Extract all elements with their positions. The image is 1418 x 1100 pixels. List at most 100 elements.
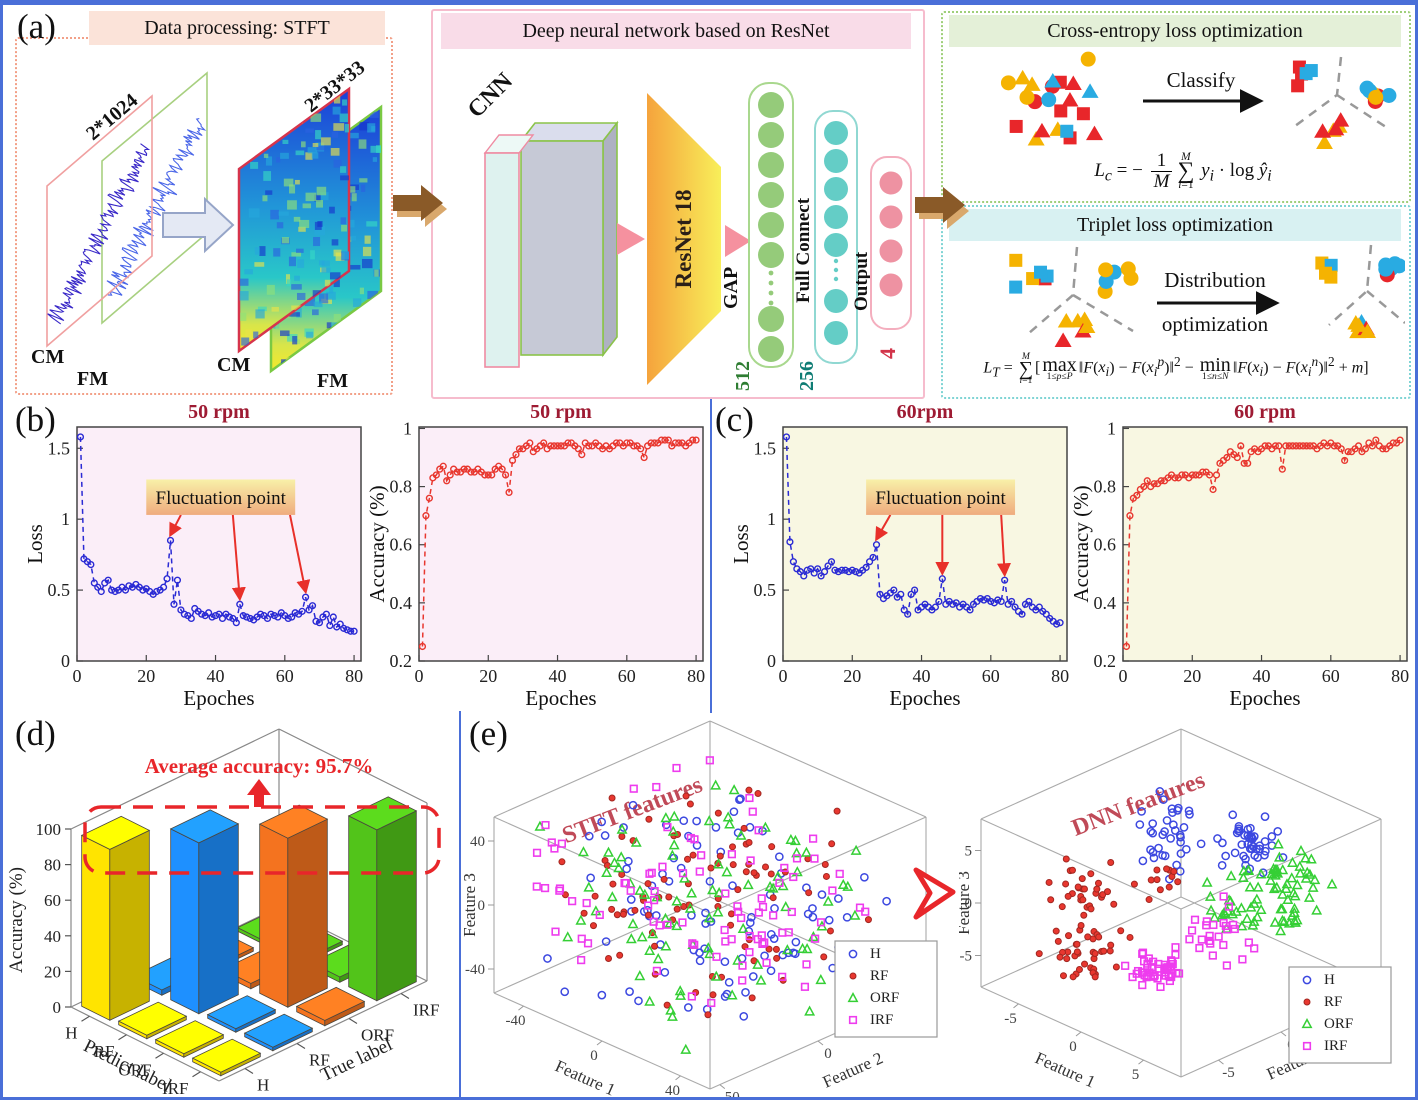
divider-row2 [3, 3, 1415, 5]
svg-text:0: 0 [415, 666, 424, 686]
svg-text:50 rpm: 50 rpm [530, 401, 592, 423]
triplet-diagram: Distribution optimization [943, 243, 1407, 349]
panel-label-e: (e) [469, 714, 508, 753]
svg-text:5: 5 [965, 844, 973, 860]
svg-text:20: 20 [479, 666, 497, 686]
svg-text:0: 0 [1119, 666, 1128, 686]
svg-text:1: 1 [403, 418, 412, 438]
svg-text:ORF: ORF [870, 990, 899, 1006]
svg-text:Epoches: Epoches [525, 686, 596, 710]
svg-text:0.6: 0.6 [1094, 535, 1117, 555]
svg-text:2*1024: 2*1024 [82, 89, 142, 144]
svg-text:H: H [257, 1076, 269, 1095]
svg-text:0.8: 0.8 [1094, 477, 1117, 497]
cross-entropy-header: Cross-entropy loss optimization [949, 15, 1401, 47]
loss-chart-50rpm: 0 20 40 60 80 0 0.5 1 1.5 50 rpm Epoches Loss Fluctu… [23, 401, 367, 716]
svg-text:FM: FM [77, 368, 108, 389]
svg-text:4: 4 [875, 348, 900, 359]
svg-text:0: 0 [53, 998, 62, 1017]
svg-text:Epoches: Epoches [889, 686, 960, 710]
svg-text:1.5: 1.5 [48, 438, 71, 458]
svg-text:Full Connect: Full Connect [793, 197, 814, 303]
svg-text:60: 60 [618, 666, 636, 686]
svg-text:Accuracy (%): Accuracy (%) [7, 867, 27, 973]
svg-text:-40: -40 [465, 962, 485, 978]
svg-text:Fluctuation point: Fluctuation point [156, 488, 287, 509]
svg-text:0: 0 [767, 651, 776, 671]
svg-text:80: 80 [44, 856, 61, 875]
svg-text:0: 0 [61, 651, 70, 671]
svg-text:1: 1 [767, 509, 776, 529]
svg-text:Output: Output [851, 251, 872, 311]
svg-text:-5: -5 [1222, 1065, 1235, 1081]
svg-text:512: 512 [732, 361, 754, 391]
svg-text:FM: FM [317, 370, 348, 389]
svg-text:ORF: ORF [118, 1060, 151, 1079]
svg-text:40: 40 [470, 834, 485, 850]
svg-text:256: 256 [796, 361, 818, 391]
svg-text:CM: CM [217, 354, 250, 376]
svg-text:CNN: CNN [463, 68, 519, 124]
svg-text:80: 80 [687, 666, 705, 686]
transform-arrow-icon [909, 863, 959, 923]
svg-text:-5: -5 [960, 949, 973, 965]
svg-text:H: H [65, 1023, 77, 1042]
svg-text:20: 20 [1183, 666, 1201, 686]
svg-text:40: 40 [665, 1083, 680, 1099]
svg-text:0.2: 0.2 [390, 651, 413, 671]
svg-text:Distribution: Distribution [1164, 268, 1266, 292]
svg-text:1: 1 [61, 509, 70, 529]
svg-text:RF: RF [870, 968, 888, 984]
cross-entropy-diagram: Classify [943, 51, 1405, 150]
svg-text:DNN features: DNN features [1068, 767, 1208, 842]
svg-text:60 rpm: 60 rpm [1234, 401, 1296, 423]
svg-text:GAP: GAP [720, 267, 742, 309]
svg-text:50 rpm: 50 rpm [188, 401, 250, 423]
divider-b-c [710, 397, 712, 713]
svg-text:1: 1 [1107, 418, 1116, 438]
svg-text:Loss: Loss [27, 524, 47, 564]
panel-label-c: (c) [715, 400, 754, 439]
svg-text:Classify: Classify [1167, 68, 1236, 92]
confusion-bar3d-chart: 0 20 40 60 80 100 Accuracy (%) H RF ORF IRF H RF ORF I… [6, 715, 459, 1098]
svg-text:0: 0 [965, 896, 973, 912]
svg-text:IRF: IRF [870, 1012, 893, 1028]
svg-text:80: 80 [1391, 666, 1409, 686]
network-box-header: Deep neural network based on ResNet [441, 13, 911, 49]
triplet-formula: LT = M ∑ i=1[max 1≤p≤P ‖F(xi) − F(xip)‖2 − m… [983, 351, 1369, 386]
svg-text:Epoches: Epoches [183, 686, 254, 710]
cross-entropy-box [941, 11, 1411, 203]
svg-text:0: 0 [779, 666, 788, 686]
svg-text:5: 5 [1132, 1067, 1140, 1083]
svg-text:0: 0 [73, 666, 82, 686]
panel-label-a: (a) [17, 7, 56, 46]
svg-text:Feature 1: Feature 1 [1032, 1048, 1098, 1091]
svg-text:60: 60 [276, 666, 294, 686]
svg-text:40: 40 [207, 666, 225, 686]
svg-text:RF: RF [309, 1051, 330, 1070]
svg-text:IRF: IRF [162, 1079, 188, 1098]
svg-text:ORF: ORF [1324, 1016, 1353, 1032]
svg-text:RF: RF [94, 1042, 115, 1061]
svg-text:0.8: 0.8 [390, 477, 413, 497]
svg-text:20: 20 [137, 666, 155, 686]
svg-text:0: 0 [478, 898, 486, 914]
svg-text:Feature 3: Feature 3 [959, 871, 973, 935]
accuracy-chart-50rpm: 0 20 40 60 80 0.2 0.4 0.6 0.8 1 50 rpm Epoches Accur… [365, 401, 709, 716]
svg-text:-40: -40 [505, 1013, 525, 1029]
stft-diagram: 2*1024 CM FM 2*33*33 CM FM [17, 41, 387, 392]
svg-text:60: 60 [982, 666, 1000, 686]
svg-text:IRF: IRF [1324, 1038, 1347, 1054]
svg-text:Loss: Loss [733, 524, 753, 564]
svg-text:40: 40 [1253, 666, 1271, 686]
svg-text:20: 20 [843, 666, 861, 686]
svg-text:0.5: 0.5 [48, 580, 71, 600]
svg-text:80: 80 [345, 666, 363, 686]
svg-text:H: H [1324, 972, 1335, 988]
flow-arrow-icon [913, 181, 971, 233]
svg-text:Feature 3: Feature 3 [463, 873, 479, 937]
svg-text:Average accuracy: 95.7%: Average accuracy: 95.7% [145, 754, 374, 778]
svg-text:100: 100 [36, 820, 62, 839]
